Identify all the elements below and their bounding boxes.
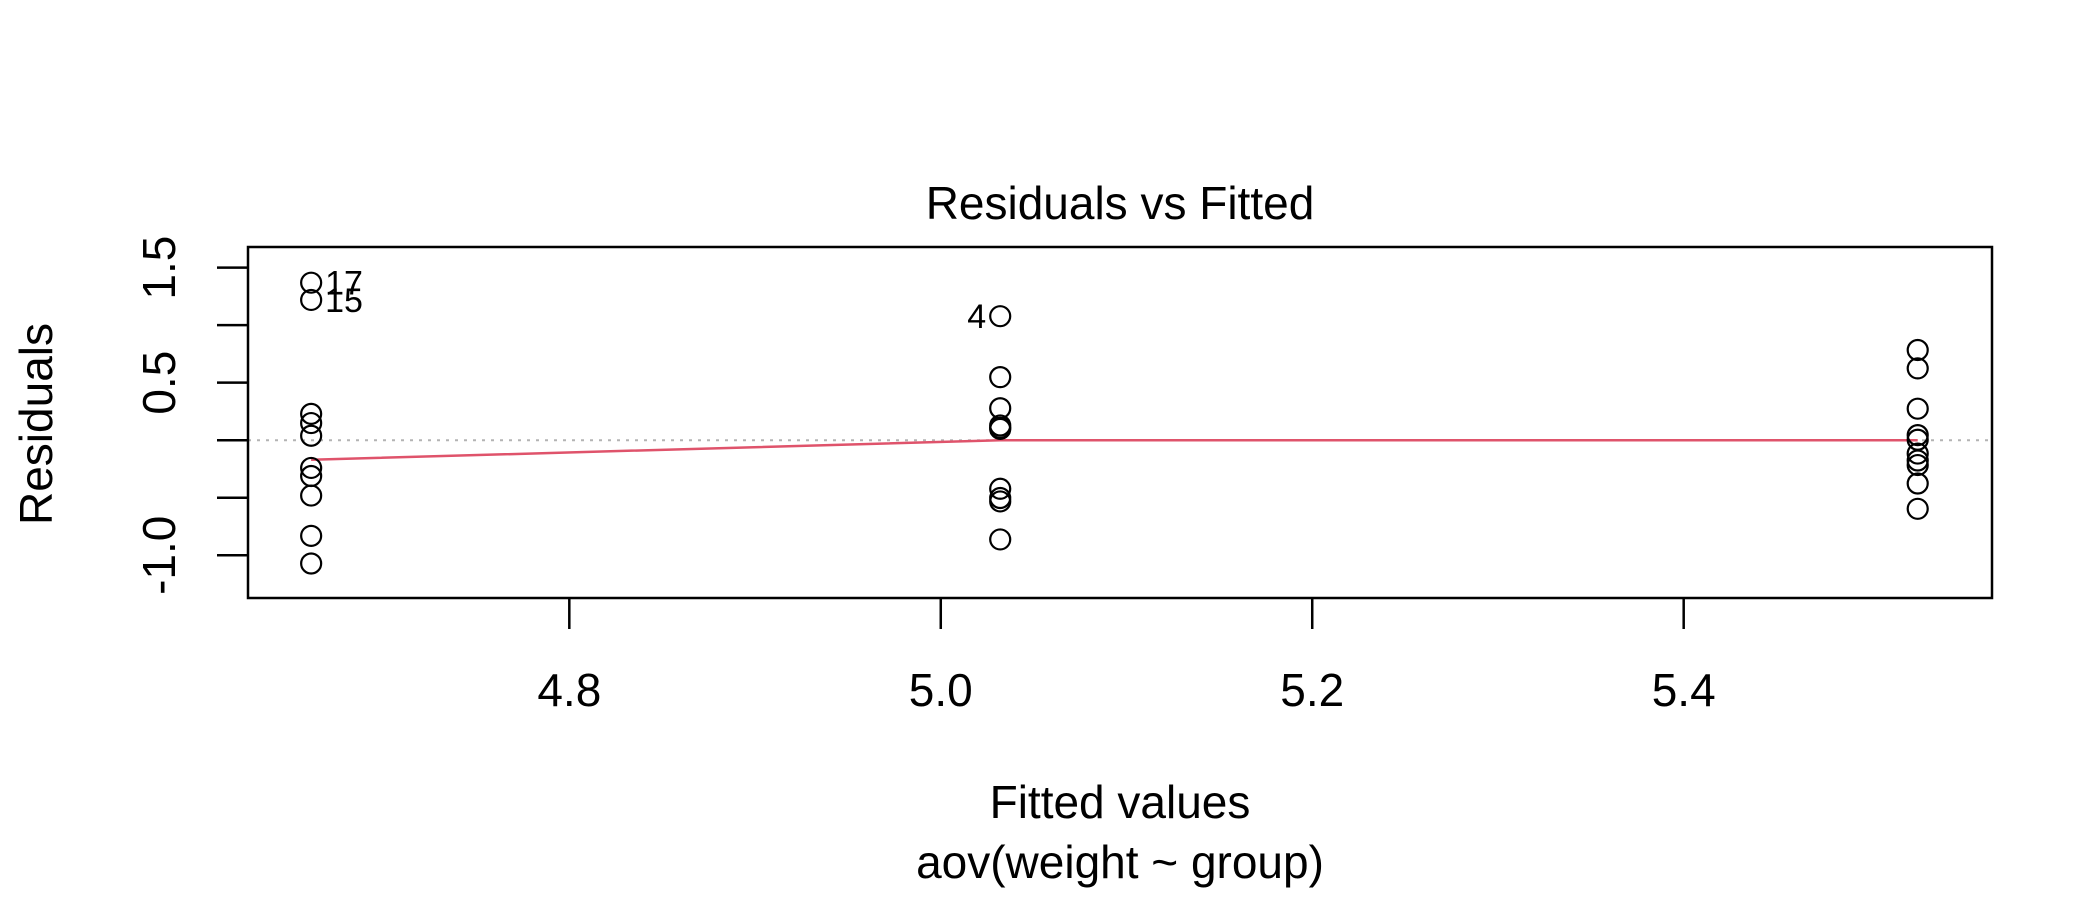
data-point (300, 271, 323, 294)
point-label: 15 (325, 282, 363, 320)
data-point (300, 411, 323, 435)
data-point (300, 424, 323, 447)
data-point (989, 417, 1012, 441)
data-point (989, 490, 1012, 513)
data-point (300, 484, 323, 507)
data-point (300, 456, 323, 480)
data-point (1906, 472, 1929, 495)
data-point (300, 524, 323, 547)
x-tick-label: 5.2 (1280, 664, 1344, 716)
data-point (1906, 338, 1929, 362)
plot-frame (246, 245, 1994, 600)
y-axis-label: Residuals (10, 323, 62, 525)
x-tick-label: 5.0 (909, 664, 973, 716)
chart-title: Residuals vs Fitted (926, 177, 1315, 229)
data-point (300, 402, 323, 425)
data-point (1906, 424, 1929, 447)
data-point (1906, 453, 1929, 477)
x-axis-label: Fitted values (990, 776, 1251, 828)
x-axis: 4.8 5.0 5.2 5.4 (537, 598, 1716, 716)
data-point (989, 366, 1012, 389)
x-tick-label: 4.8 (537, 664, 601, 716)
data-point (1906, 497, 1929, 520)
smooth-trend-line (311, 438, 1918, 462)
data-point (1906, 397, 1929, 420)
y-axis: -1.0 0.5 1.5 (133, 236, 248, 595)
x-tick-label: 5.4 (1652, 664, 1716, 716)
data-point (1906, 442, 1929, 465)
data-point (989, 528, 1012, 551)
chart-subtitle: aov(weight ~ group) (916, 836, 1324, 888)
data-point (1906, 357, 1929, 380)
data-point (989, 305, 1012, 328)
data-point (989, 477, 1012, 500)
data-point (300, 552, 323, 575)
data-point (300, 288, 323, 312)
point-label: 4 (967, 298, 986, 336)
point-label: 17 (325, 265, 363, 303)
y-tick-label: 1.5 (133, 236, 185, 300)
y-tick-label: -1.0 (133, 516, 185, 595)
y-tick-label: 0.5 (133, 351, 185, 415)
